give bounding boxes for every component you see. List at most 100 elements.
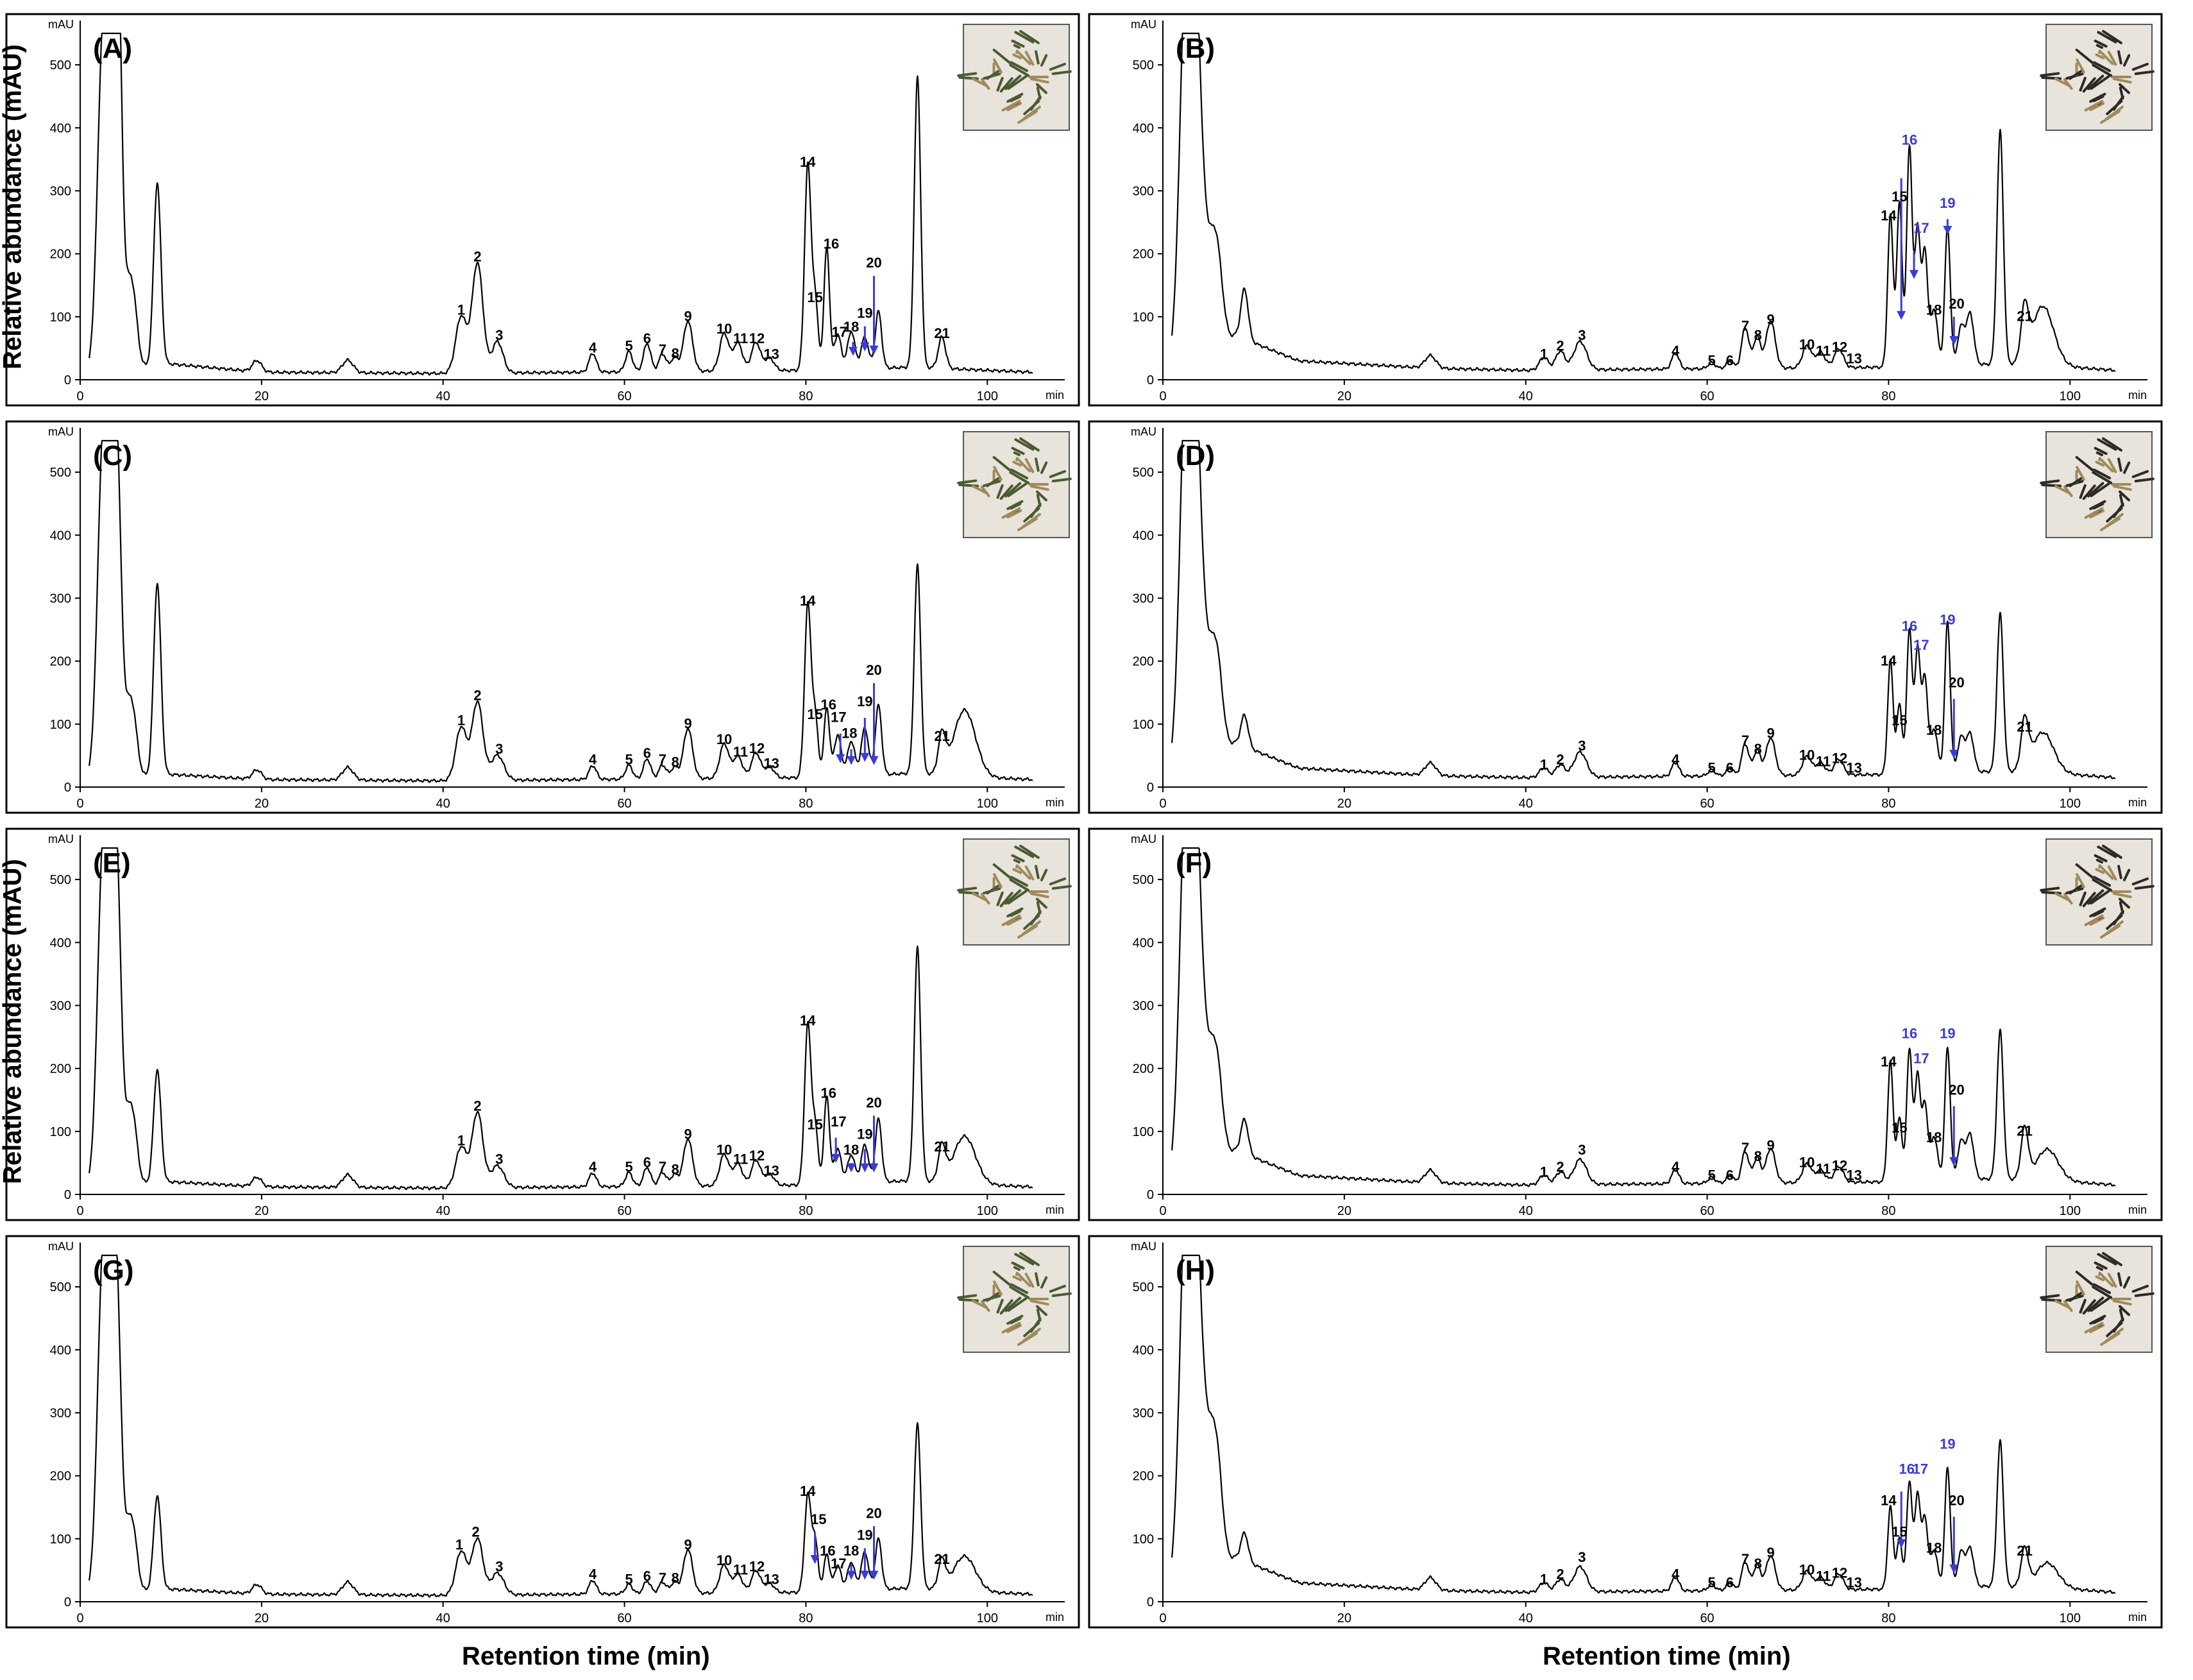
panel-e-ytick-label-400: 400 (50, 936, 71, 950)
panel-d-peak-label-21: 21 (2017, 718, 2032, 734)
panel-e-photo-stem (1014, 845, 1035, 858)
panel-f-peak-label-18: 18 (1926, 1129, 1942, 1145)
panel-a-trace (89, 32, 1033, 376)
panel-a-photo-stem (1035, 83, 1047, 94)
panel-g-photo-stem (1006, 1324, 1022, 1334)
panel-f-peak-label-8: 8 (1754, 1148, 1762, 1164)
panel-e-sample-photo (957, 838, 1072, 946)
panel-d-xtick-label-0: 0 (1159, 797, 1166, 811)
panel-d-ytick-label-300: 300 (1133, 591, 1154, 606)
panel-f-photo-stem (2122, 869, 2131, 881)
panel-a-photo-stem (1029, 78, 1049, 84)
panel-d-peak-label-10: 10 (1799, 747, 1815, 763)
panel-f-xtick-label-0: 0 (1159, 1204, 1166, 1218)
panel-h-photo-stem (2054, 1299, 2070, 1309)
panel-c-peak-label-12: 12 (749, 740, 765, 756)
panel-b-photo-stem (2079, 76, 2087, 92)
panel-c-photo-stem (1015, 457, 1031, 473)
panel-b-photo-stem (2084, 99, 2104, 112)
panel-f-photo-stem (2100, 924, 2121, 939)
panel-c-peak-label-8: 8 (672, 754, 679, 770)
panel-c-photo-stem (971, 484, 987, 494)
panel-g-peak-label-16: 16 (820, 1543, 835, 1559)
panel-d-ytick-label-200: 200 (1133, 655, 1154, 669)
panel-d-peak-label-16: 16 (1902, 618, 1917, 634)
panel-c-photo-stem (992, 455, 1011, 471)
panel-f-photo-stem (2084, 914, 2104, 926)
panel-a-photo-stem (1001, 99, 1021, 112)
panel-h-peak-label-6: 6 (1726, 1574, 1734, 1590)
panel-d-peak-label-17: 17 (1913, 637, 1929, 653)
panel-a-photo-stem (1010, 95, 1022, 103)
panel-b-photo-stem (2040, 72, 2060, 77)
panel-b-peak-label-4: 4 (1672, 343, 1680, 359)
panel-f-peak-label-11: 11 (1816, 1160, 1831, 1176)
panel-h-peak-label-19: 19 (1940, 1436, 1955, 1452)
panel-g-ytick-label-500: 500 (50, 1280, 71, 1294)
panel-b-peak-label-17: 17 (1913, 220, 1929, 236)
panel-b-xtick-label-60: 60 (1700, 389, 1714, 403)
panel-a-ytick-label-200: 200 (50, 248, 71, 262)
panel-e-arrowhead-17 (831, 1153, 841, 1163)
panel-c-photo-stem (999, 484, 1013, 500)
panel-b-arrowhead-17 (1909, 269, 1919, 279)
panel-g-photo-stem (1049, 1284, 1066, 1293)
panel-e-photo-stem (957, 887, 978, 892)
panel-g-photo-stem (1014, 1253, 1035, 1266)
panel-b-ytick-label-200: 200 (1133, 248, 1154, 262)
panel-b-photo-stem (2098, 49, 2114, 65)
panel-f-photo-stem (2076, 873, 2085, 888)
panel-f-photo-stem (2134, 885, 2155, 890)
panel-d-xtick-label-80: 80 (1881, 797, 1895, 811)
panel-a-photo-stem (1004, 74, 1022, 90)
panel-b-ytick-label-100: 100 (1133, 310, 1154, 325)
panel-c-photo-frame (963, 431, 1070, 538)
panel-e-ytick-label-500: 500 (50, 873, 71, 887)
panel-e-peak-label-5: 5 (625, 1159, 633, 1175)
panel-d-photo-stem (2100, 517, 2121, 532)
panel-f-peak-label-15: 15 (1892, 1120, 1907, 1136)
panel-e-photo-frame (963, 838, 1070, 946)
panel-g-photo-stem (1015, 1271, 1031, 1287)
panel-f-frame (1088, 827, 2163, 1221)
y-axis-label-bottom-half: Relative abundance (mAU) (0, 859, 27, 1184)
panel-d-photo-stem (2084, 507, 2104, 519)
panel-c-photo-stem (986, 477, 1000, 488)
panel-a-ytick-label-100: 100 (50, 310, 71, 325)
panel-c-photo-stem (1007, 482, 1028, 498)
panel-h-peak-label-12: 12 (1832, 1565, 1847, 1581)
panel-g-peak-label-3: 3 (495, 1559, 503, 1575)
panel-c-peak-label-21: 21 (934, 728, 949, 744)
panel-a-x-unit: min (1046, 389, 1064, 402)
panel-b-photo-stem (2096, 44, 2104, 49)
panel-c-peak-label-14: 14 (800, 593, 816, 609)
panel-b-xtick-label-0: 0 (1159, 389, 1166, 403)
panel-c-photo-stem (1049, 470, 1066, 479)
panel-f-photo-stem (2118, 897, 2130, 909)
panel-g-peak-label-19: 19 (857, 1527, 872, 1543)
panel-c-photo-stem (1004, 482, 1022, 498)
panel-g-peak-label-11: 11 (733, 1562, 748, 1578)
panel-d-photo-stem (2076, 466, 2085, 481)
panel-h-photo-stem (2134, 1292, 2155, 1298)
panel-f-ytick-label-400: 400 (1133, 936, 1154, 950)
panel-c-title: (C) (93, 440, 132, 471)
panel-f-photo-stem (2131, 877, 2149, 886)
panel-d-peak-label-11: 11 (1816, 753, 1831, 769)
panel-c-photo-stem (1035, 490, 1047, 502)
panel-a-peak-label-19: 19 (857, 305, 872, 321)
panel-f-peak-label-20: 20 (1949, 1082, 1964, 1098)
panel-g-frame (5, 1235, 1080, 1629)
panel-d-y-unit: mAU (1131, 425, 1156, 438)
panel-b-peak-label-20: 20 (1949, 296, 1964, 312)
panel-e-peak-label-19: 19 (857, 1126, 872, 1142)
panel-b-trace (1171, 32, 2116, 373)
panel-e-peak-label-20: 20 (866, 1094, 881, 1110)
panel-b-photo-stem (2119, 87, 2124, 100)
panel-f-trace (1171, 847, 2116, 1187)
panel-f-photo-stem (2119, 901, 2124, 915)
panel-h-peak-label-14: 14 (1881, 1493, 1897, 1509)
panel-e-photo-stem (1015, 864, 1031, 880)
panel-h-peak-label-16: 16 (1899, 1461, 1914, 1477)
panel-b-peak-label-7: 7 (1741, 318, 1749, 334)
